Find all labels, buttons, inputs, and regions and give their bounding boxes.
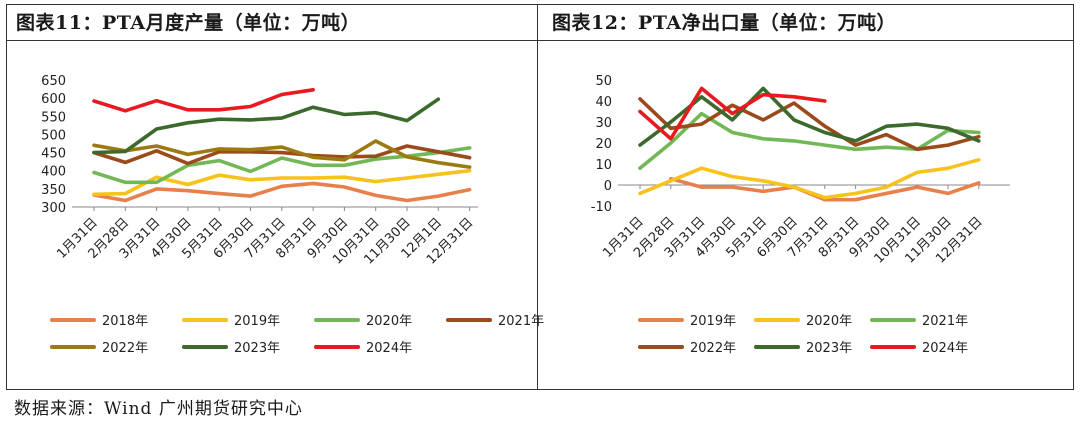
y-tick-label: 650 [41,74,66,89]
legend-label: 2021年 [498,314,544,329]
y-tick-label: 350 [41,183,66,198]
y-tick-label: 300 [41,201,66,216]
title-rule-left [6,40,537,41]
series-line [92,88,315,113]
y-tick-label: 550 [41,110,66,125]
series-line [92,168,472,197]
legend-item: 2018年 [50,314,148,329]
legend-item: 2022年 [50,341,148,356]
series-2022年 [92,139,472,169]
series-line [92,97,441,155]
series-line [92,139,472,169]
series-2019年 [92,168,472,197]
series-line [92,144,472,166]
legend-label: 2024年 [366,341,412,356]
legend-label: 2022年 [102,341,148,356]
panel-divider [537,4,538,390]
chart-title-left: 图表11：PTA月度产量（单位：万吨） [16,12,361,34]
series-2023年 [92,97,441,155]
y-tick-label: 400 [41,165,66,180]
source-note: 数据来源：Wind 广州期货研究中心 [14,399,303,419]
title-rule-right [538,40,1074,41]
legend-item: 2023年 [182,341,280,356]
legend-label: 2020年 [366,314,412,329]
series-2024年 [92,88,315,113]
legend-label: 2019年 [234,314,280,329]
legend-item: 2024年 [314,341,412,356]
series-2021年 [92,144,472,166]
chart-title-right: 图表12：PTA净出口量（单位：万吨） [552,12,897,34]
y-tick-label: 450 [41,147,66,162]
y-tick-label: 500 [41,128,66,143]
legend-label: 2023年 [234,341,280,356]
series-2018年 [92,181,472,203]
legend-item: 2020年 [314,314,412,329]
y-tick-label: 600 [41,92,66,107]
legend-item: 2021年 [446,314,544,329]
legend-label: 2018年 [102,314,148,329]
legend-item: 2019年 [182,314,280,329]
figure-frame [6,4,1074,390]
series-line [92,181,472,203]
